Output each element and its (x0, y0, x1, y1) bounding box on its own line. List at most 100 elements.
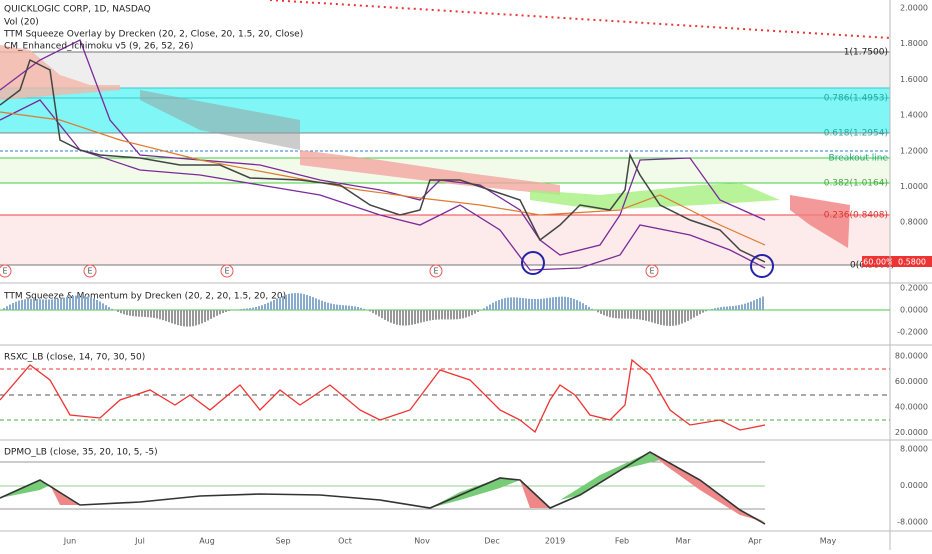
histogram-bar (675, 310, 677, 325)
earnings-label: E (433, 267, 438, 276)
histogram-bar (66, 297, 68, 310)
histogram-bar (159, 310, 161, 319)
histogram-bar (504, 298, 506, 310)
y-tick-label: 1.4000 (900, 111, 928, 120)
histogram-bar (270, 301, 272, 310)
histogram-bar (444, 310, 446, 319)
histogram-bar (702, 310, 704, 313)
histogram-bar (609, 310, 611, 317)
histogram-bar (99, 302, 101, 310)
histogram-bar (636, 310, 638, 319)
histogram-bar (180, 310, 182, 326)
histogram-bar (498, 300, 500, 310)
histogram-bar (558, 297, 560, 310)
histogram-bar (393, 310, 395, 324)
trend-line (270, 0, 890, 38)
histogram-bar (633, 310, 635, 319)
histogram-bar (276, 298, 278, 310)
histogram-bar (459, 310, 461, 319)
histogram-bar (267, 303, 269, 310)
y-tick-label: 1.6000 (900, 75, 928, 84)
histogram-bar (696, 310, 698, 316)
histogram-bar (654, 310, 656, 323)
histogram-bar (495, 301, 497, 310)
price-tag: 0.5800 (898, 258, 926, 267)
histogram-bar (204, 310, 206, 322)
histogram-bar (27, 299, 29, 310)
indicator-title: TTM Squeeze Overlay by Drecken (20, 2, C… (3, 30, 303, 40)
histogram-bar (237, 309, 239, 310)
change-tag: -60.00% (860, 258, 894, 267)
histogram-bar (243, 309, 245, 310)
histogram-bar (648, 310, 650, 322)
histogram-bar (360, 308, 362, 310)
histogram-bar (348, 306, 350, 310)
histogram-bar (12, 303, 14, 310)
histogram-bar (720, 307, 722, 310)
histogram-bar (711, 309, 713, 310)
histogram-bar (339, 305, 341, 310)
histogram-bar (216, 310, 218, 316)
histogram-bar (120, 310, 122, 313)
histogram-bar (177, 310, 179, 325)
histogram-bar (57, 299, 59, 310)
histogram-bar (213, 310, 215, 317)
histogram-bar (87, 296, 89, 310)
histogram-bar (624, 310, 626, 319)
histogram-bar (18, 301, 20, 310)
histogram-bar (465, 310, 467, 318)
histogram-bar (573, 299, 575, 310)
histogram-bar (195, 310, 197, 325)
histogram-bar (402, 310, 404, 326)
y-tick-label: -0.2000 (897, 328, 928, 337)
histogram-bar (288, 294, 290, 310)
histogram-bar (222, 310, 224, 313)
histogram-bar (741, 304, 743, 310)
histogram-bar (201, 310, 203, 323)
x-tick-label: Jun (63, 537, 77, 546)
histogram-bar (162, 310, 164, 320)
histogram-bar (546, 298, 548, 310)
histogram-bar (132, 310, 134, 316)
histogram-bar (561, 297, 563, 310)
histogram-bar (333, 304, 335, 310)
histogram-bar (567, 297, 569, 310)
histogram-bar (240, 309, 242, 310)
histogram-bar (108, 307, 110, 310)
histogram-bar (462, 310, 464, 318)
histogram-bar (684, 310, 686, 322)
histogram-bar (690, 310, 692, 319)
histogram-bar (219, 310, 221, 314)
histogram-bar (483, 308, 485, 310)
histogram-bar (627, 310, 629, 319)
histogram-bar (387, 310, 389, 321)
fib-label: 0.618(1.2954) (824, 129, 888, 139)
histogram-bar (618, 310, 620, 318)
histogram-bar (123, 310, 125, 314)
histogram-bar (714, 308, 716, 310)
histogram-bar (438, 310, 440, 320)
histogram-bar (411, 310, 413, 325)
histogram-bar (744, 304, 746, 310)
histogram-bar (645, 310, 647, 321)
histogram-bar (96, 300, 98, 310)
histogram-bar (357, 307, 359, 310)
histogram-bar (753, 300, 755, 310)
histogram-bar (165, 310, 167, 321)
dpmo-line (0, 452, 765, 524)
histogram-bar (420, 310, 422, 323)
histogram-bar (105, 305, 107, 310)
histogram-bar (477, 310, 479, 312)
y-tick-label: 20.0000 (895, 428, 928, 437)
histogram-bar (51, 299, 53, 310)
histogram-bar (507, 298, 509, 310)
histogram-bar (723, 307, 725, 310)
histogram-bar (351, 306, 353, 310)
y-tick-label: -8.0000 (897, 518, 928, 527)
histogram-bar (192, 310, 194, 326)
histogram-bar (669, 310, 671, 326)
histogram-bar (519, 298, 521, 310)
earnings-label: E (2, 267, 7, 276)
histogram-bar (6, 306, 8, 310)
histogram-bar (336, 305, 338, 310)
